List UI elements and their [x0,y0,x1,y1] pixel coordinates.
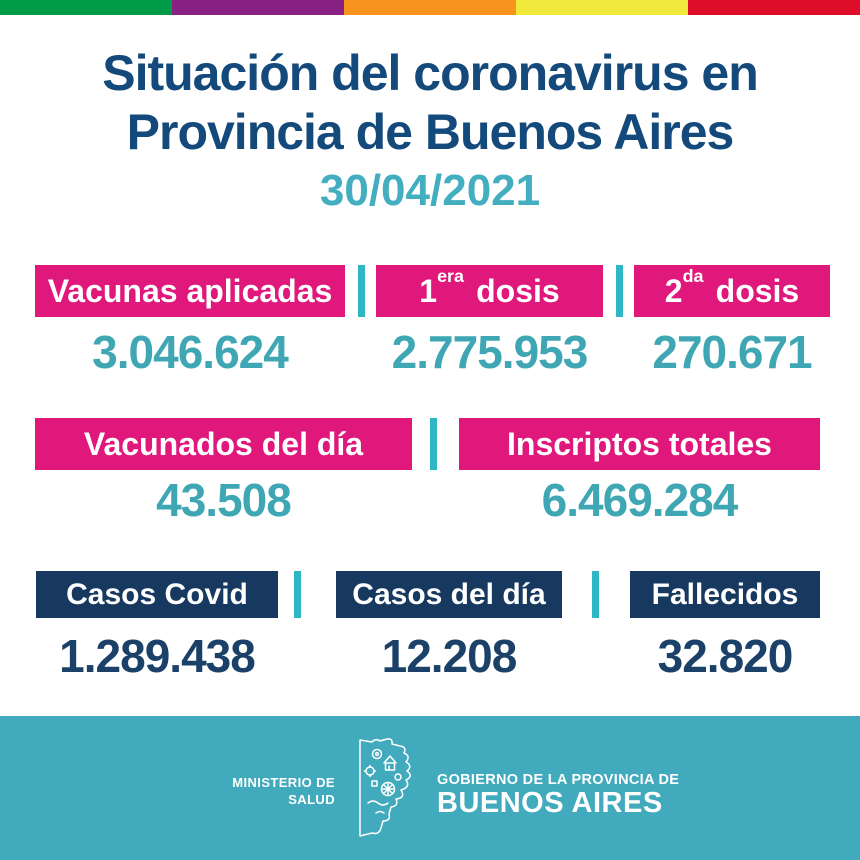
badge-label: Casos del día [352,577,546,611]
stripe-red-segment [688,0,860,15]
value-vacunas-aplicadas: 3.046.624 [92,326,289,378]
badge-vacunados-del-dia: Vacunados del día [35,418,412,470]
value-vacunados-del-dia: 43.508 [156,474,292,526]
title-line-1: Situación del coronavirus en [102,45,759,101]
separator-r2-a [430,418,437,470]
badge-label: Vacunados del día [83,425,364,462]
value-inscriptos-totales: 6.469.284 [541,474,739,526]
stripe-yellow-segment [516,0,688,15]
ministry-line-2: SALUD [288,792,335,807]
value-fallecidos: 32.820 [657,630,794,682]
value-segunda-dosis: 270.671 [652,326,812,378]
government-line-2: BUENOS AIRES [437,787,663,819]
stripe-orange-segment [344,0,516,15]
government-line-1: GOBIERNO DE LA PROVINCIA DE [437,772,680,788]
badge-label: Vacunas aplicadas [47,272,333,309]
ministry-line-1: MINISTERIO DE [232,775,335,790]
badge-segunda-dosis: 2da dosis [634,265,830,317]
stripe-purple-segment [172,0,344,15]
separator-r1-a [358,265,365,317]
badge-label: Fallecidos [651,577,799,611]
value-primera-dosis: 2.775.953 [391,326,589,378]
badge-label: Inscriptos totales [507,425,772,462]
badge-primera-dosis: 1era dosis [376,265,603,317]
value-casos-del-dia: 12.208 [381,630,518,682]
separator-r1-b [616,265,623,317]
stripe-green-segment [0,0,172,15]
separator-r3-a [294,571,301,618]
separator-r3-b [592,571,599,618]
badge-label: 1era dosis [419,265,560,309]
buenos-aires-province-logo-icon [359,738,411,837]
badge-inscriptos-totales: Inscriptos totales [459,418,820,470]
badge-casos-covid: Casos Covid [36,571,278,618]
badge-label: Casos Covid [66,577,248,611]
title-line-2: Provincia de Buenos Aires [126,104,735,160]
value-casos-covid: 1.289.438 [59,630,256,682]
badge-vacunas-aplicadas: Vacunas aplicadas [35,265,345,317]
government-label: GOBIERNO DE LA PROVINCIA DE BUENOS AIRES [437,772,679,819]
ministry-label: MINISTERIO DE SALUD [150,774,335,808]
footer-band: MINISTERIO DE SALUD GOBIERNO DE LA PROVI… [0,716,860,860]
badge-casos-del-dia: Casos del día [336,571,562,618]
page-title: Situación del coronavirus en Provincia d… [0,44,860,162]
badge-fallecidos: Fallecidos [630,571,820,618]
report-date: 30/04/2021 [319,166,541,215]
rainbow-stripe [0,0,860,15]
badge-label: 2da dosis [664,265,800,309]
